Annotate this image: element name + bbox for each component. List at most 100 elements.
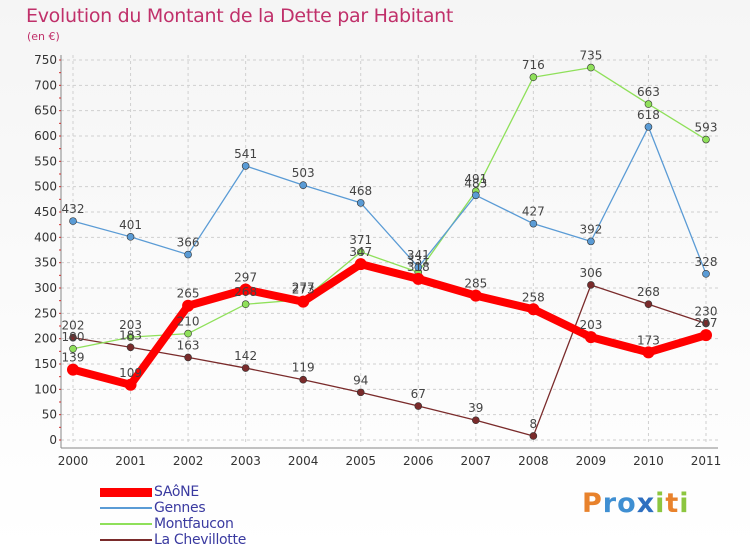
data-label: 328 bbox=[695, 255, 718, 269]
x-tick-label: 2003 bbox=[230, 454, 261, 468]
data-point bbox=[126, 333, 135, 341]
data-label: 541 bbox=[234, 147, 257, 161]
brand-letter: P bbox=[582, 488, 603, 519]
data-label: 202 bbox=[62, 319, 85, 333]
proxiti-logo: Proxiti bbox=[582, 488, 690, 519]
data-label: 401 bbox=[119, 218, 142, 232]
data-point bbox=[126, 343, 135, 352]
data-label: 716 bbox=[522, 58, 545, 72]
data-point bbox=[700, 329, 712, 342]
x-tick-label: 2004 bbox=[288, 454, 319, 468]
y-tick-label: 650 bbox=[34, 104, 57, 118]
data-point bbox=[587, 63, 595, 72]
y-tick-label: 50 bbox=[42, 408, 57, 422]
legend-label-gennes: Gennes bbox=[154, 500, 206, 516]
legend-swatch-gennes bbox=[100, 507, 152, 509]
x-tick-label: 2000 bbox=[58, 454, 89, 468]
y-tick-label: 600 bbox=[34, 129, 57, 143]
brand-letter: i bbox=[655, 488, 666, 519]
data-point bbox=[356, 248, 365, 256]
x-tick-label: 2005 bbox=[345, 454, 376, 468]
data-point bbox=[239, 283, 252, 296]
data-point bbox=[69, 333, 77, 342]
data-point bbox=[644, 100, 653, 108]
data-label: 203 bbox=[579, 318, 602, 332]
brand-letter: o bbox=[617, 488, 637, 519]
data-point bbox=[297, 295, 310, 308]
y-tick-label: 400 bbox=[34, 230, 57, 244]
data-point bbox=[644, 123, 653, 131]
data-point bbox=[469, 289, 482, 302]
legend-label-la-chevillotte: La Chevillotte bbox=[154, 532, 247, 548]
x-tick-label: 2006 bbox=[403, 454, 434, 468]
y-tick-label: 450 bbox=[34, 205, 57, 219]
data-label: 285 bbox=[464, 277, 487, 291]
x-tick-label: 2009 bbox=[576, 454, 607, 468]
data-point bbox=[587, 237, 595, 246]
data-point bbox=[299, 375, 307, 384]
data-label: 427 bbox=[522, 205, 545, 219]
x-tick-label: 2011 bbox=[691, 454, 722, 468]
data-label: 139 bbox=[62, 351, 85, 365]
series-line bbox=[69, 260, 710, 389]
data-point bbox=[414, 263, 423, 272]
data-label: 432 bbox=[62, 202, 85, 216]
data-point bbox=[702, 270, 710, 278]
y-tick-label: 550 bbox=[34, 154, 57, 168]
data-point bbox=[529, 73, 538, 82]
data-point bbox=[126, 233, 135, 241]
data-point bbox=[529, 219, 538, 228]
data-label: 180 bbox=[62, 330, 85, 344]
data-label: 258 bbox=[522, 290, 545, 304]
data-point bbox=[587, 281, 595, 289]
data-point bbox=[584, 331, 597, 344]
data-label: 341 bbox=[407, 248, 430, 262]
data-label: 8 bbox=[530, 417, 538, 431]
series-line bbox=[72, 126, 707, 275]
data-point bbox=[184, 329, 192, 338]
data-label: 366 bbox=[177, 236, 200, 250]
data-label: 306 bbox=[579, 266, 602, 280]
legend-label-montfaucon: Montfaucon bbox=[154, 516, 234, 532]
x-tick-label: 2008 bbox=[518, 454, 549, 468]
data-point bbox=[354, 258, 367, 271]
data-label: 277 bbox=[292, 281, 315, 295]
data-label: 468 bbox=[349, 184, 372, 198]
data-point bbox=[529, 432, 538, 440]
y-tick-label: 500 bbox=[34, 180, 57, 194]
series-line bbox=[72, 284, 707, 437]
data-label: 203 bbox=[119, 318, 142, 332]
data-point bbox=[241, 300, 250, 309]
data-point bbox=[67, 363, 79, 376]
data-point bbox=[702, 319, 710, 328]
x-tick-label: 2007 bbox=[461, 454, 492, 468]
x-tick-label: 2001 bbox=[115, 454, 146, 468]
y-tick-label: 250 bbox=[34, 306, 57, 320]
data-point bbox=[644, 300, 653, 309]
data-point bbox=[356, 199, 365, 207]
brand-letter: x bbox=[636, 488, 656, 519]
data-label: 318 bbox=[407, 260, 430, 274]
data-point bbox=[356, 388, 365, 397]
data-label: 39 bbox=[468, 401, 483, 415]
data-label: 297 bbox=[234, 271, 257, 285]
legend-swatch-montfaucon bbox=[100, 523, 152, 525]
chart-subtitle: (en €) bbox=[27, 30, 60, 43]
data-label: 663 bbox=[637, 85, 660, 99]
y-tick-label: 150 bbox=[34, 357, 57, 371]
chart-title: Evolution du Montant de la Dette par Hab… bbox=[26, 5, 454, 27]
y-tick-label: 350 bbox=[34, 256, 57, 270]
data-label: 163 bbox=[177, 338, 200, 352]
data-label: 735 bbox=[579, 49, 602, 63]
data-point bbox=[241, 364, 250, 372]
data-label: 392 bbox=[579, 222, 602, 236]
data-point bbox=[184, 250, 192, 259]
data-point bbox=[414, 402, 423, 410]
x-tick-label: 2002 bbox=[173, 454, 204, 468]
series-line bbox=[72, 66, 707, 350]
data-label: 273 bbox=[292, 283, 315, 297]
data-label: 119 bbox=[292, 361, 315, 375]
data-label: 347 bbox=[349, 245, 372, 259]
data-point bbox=[412, 272, 425, 285]
